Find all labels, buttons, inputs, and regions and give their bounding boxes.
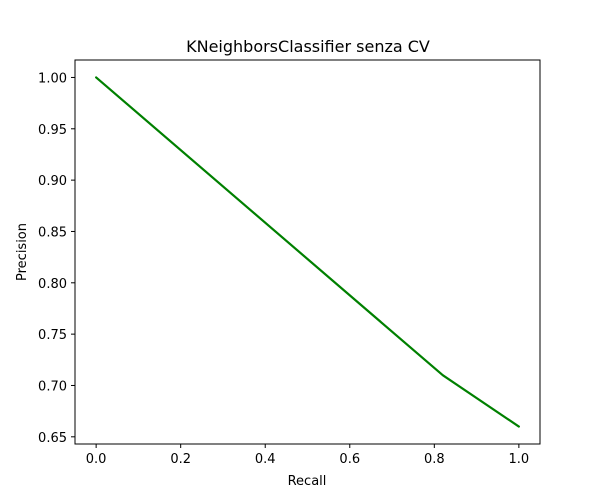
x-tick-label: 1.0: [509, 452, 530, 467]
y-tick-label: 1.00: [38, 71, 67, 86]
x-tick-label: 0.6: [339, 452, 360, 467]
x-axis-label: Recall: [288, 474, 327, 489]
y-tick-label: 0.65: [38, 431, 67, 446]
x-tick-label: 0.0: [86, 452, 107, 467]
y-tick-label: 0.70: [38, 379, 67, 394]
y-tick-label: 0.75: [38, 328, 67, 343]
x-tick-label: 0.8: [424, 452, 445, 467]
plot-area: [74, 59, 541, 445]
y-tick-label: 0.85: [38, 225, 67, 240]
y-axis: 0.65 0.70 0.75 0.80 0.85 0.90 0.95 1.00: [38, 71, 75, 446]
y-tick-label: 0.95: [38, 123, 67, 138]
x-axis: 0.0 0.2 0.4 0.6 0.8 1.0: [86, 444, 529, 467]
y-tick-label: 0.90: [38, 174, 67, 189]
series-layer: [95, 76, 520, 428]
y-tick-label: 0.80: [38, 277, 67, 292]
chart-title: KNeighborsClassifier senza CV: [186, 37, 430, 56]
x-tick-label: 0.2: [170, 452, 191, 467]
x-tick-label: 0.4: [255, 452, 276, 467]
series-line-0: [95, 76, 520, 428]
y-axis-label: Precision: [15, 223, 30, 281]
